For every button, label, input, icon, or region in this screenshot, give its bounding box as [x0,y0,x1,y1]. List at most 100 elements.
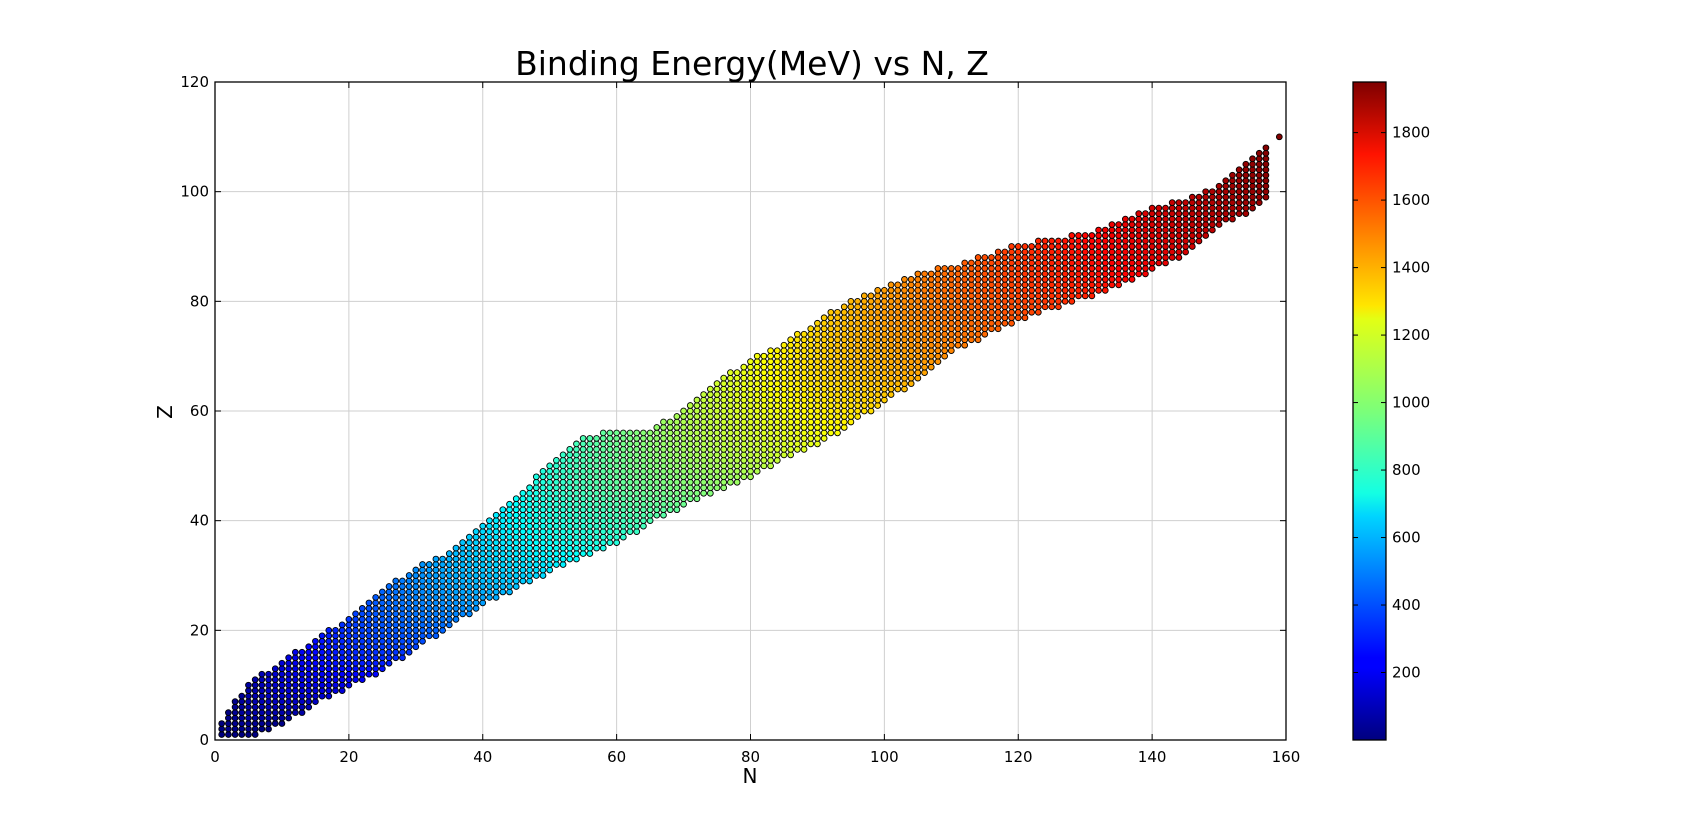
data-point [1048,270,1056,278]
data-point [807,336,815,344]
data-point [378,594,386,601]
data-point [653,446,661,453]
data-point [733,369,741,376]
data-point [459,588,467,596]
data-point [619,517,627,525]
data-point [305,692,313,700]
data-point [1175,248,1183,256]
data-point [1095,226,1102,234]
data-point [740,467,748,475]
data-point [1108,254,1116,261]
data-point [747,385,754,393]
data-point [613,506,620,514]
data-point [399,605,406,612]
data-point [559,544,567,552]
data-point [1021,303,1029,311]
data-point [974,330,982,338]
data-point [539,539,547,546]
data-point [1229,193,1236,201]
data-point [1262,149,1270,157]
data-point [546,462,554,470]
data-point [519,539,527,546]
data-point [693,467,701,475]
data-point [613,440,620,448]
data-point [820,325,828,333]
data-point [352,621,359,629]
data-point [673,429,681,437]
data-point [1075,281,1082,289]
data-point [1135,221,1143,228]
data-point [265,676,272,684]
data-point [526,550,533,557]
data-point [358,626,366,634]
data-point [968,281,975,289]
data-point [499,566,507,574]
data-point [1175,226,1183,234]
data-point [258,709,266,716]
data-point [425,583,433,590]
data-point [660,446,667,453]
data-point [760,402,768,409]
data-point [1048,265,1056,272]
data-point [1188,237,1196,245]
data-point [1182,232,1189,239]
data-point [673,484,681,492]
data-point [338,665,346,673]
data-point [1235,182,1243,190]
data-point [1135,210,1143,217]
data-point [586,457,594,464]
data-point [901,341,908,349]
data-point [1088,270,1096,278]
data-point [780,424,788,431]
data-point [713,446,721,453]
data-point [1249,166,1256,174]
data-point [1068,248,1076,256]
data-point [593,440,600,448]
data-point [988,314,995,322]
data-point [626,462,634,470]
data-point [573,473,580,481]
data-point [506,566,513,574]
data-point [947,314,955,322]
data-point [713,407,721,415]
data-point [626,484,634,492]
data-point [1008,248,1015,256]
data-point [1215,210,1223,217]
data-point [854,336,861,344]
data-point [807,385,815,393]
data-point [680,418,687,426]
data-point [432,555,440,563]
data-point [1135,232,1143,239]
data-point [305,670,313,678]
data-point [1195,232,1203,239]
data-point [586,435,594,442]
data-point [700,473,707,481]
data-point [787,369,795,376]
data-point [1048,243,1056,250]
data-point [981,287,989,294]
data-point [760,462,768,470]
data-point [318,648,326,656]
data-point [827,308,835,316]
data-point [312,643,319,651]
data-point [760,429,768,437]
data-point [606,451,614,459]
data-point [1255,193,1263,201]
data-point [720,424,728,431]
data-point [1095,243,1102,250]
data-point [365,616,373,623]
data-point [1001,254,1009,261]
data-point [961,303,969,311]
data-point [860,292,868,300]
data-point [512,572,520,579]
data-point [512,561,520,568]
data-point [526,506,533,514]
data-point [445,605,453,612]
data-point [981,276,989,283]
data-point [713,462,721,470]
data-point [794,369,801,376]
data-point [546,506,554,514]
data-point [1209,226,1216,234]
data-point [653,457,661,464]
data-point [747,391,754,398]
